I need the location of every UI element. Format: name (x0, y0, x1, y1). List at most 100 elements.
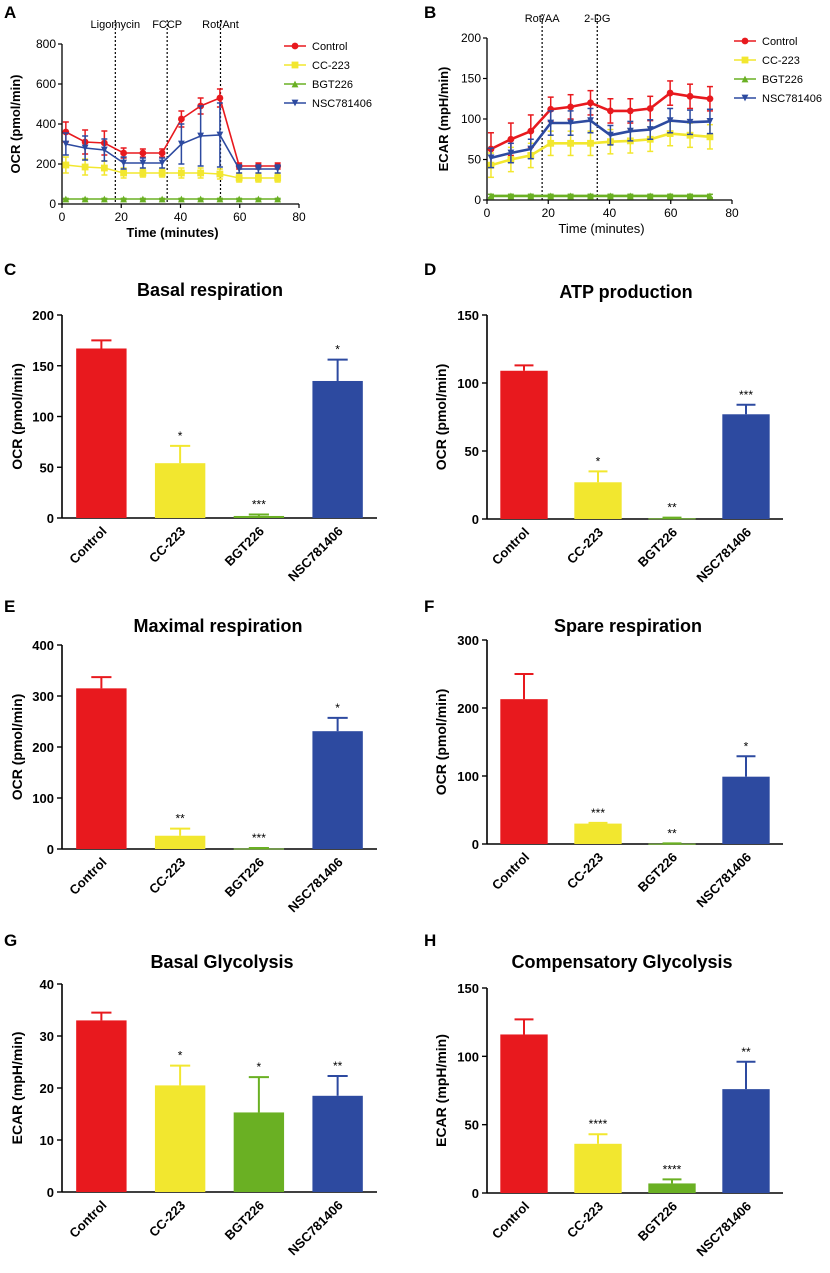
data-point (177, 140, 185, 148)
data-point (626, 127, 634, 135)
data-point (487, 192, 495, 200)
chart-title: Basal Glycolysis (150, 952, 293, 972)
data-point (120, 149, 128, 157)
significance-label: * (178, 1049, 183, 1063)
y-tick-label: 50 (465, 1118, 479, 1133)
y-tick-label: 150 (457, 981, 479, 996)
data-point (646, 105, 654, 112)
legend-label: BGT226 (312, 79, 353, 91)
data-point (646, 192, 654, 200)
x-tick-label: 20 (115, 210, 129, 224)
legend-label: NSC781406 (762, 93, 822, 105)
category-label: CC-223 (146, 855, 188, 897)
y-tick-label: 0 (472, 512, 479, 527)
x-tick-label: 80 (725, 206, 739, 220)
y-tick-label: 200 (32, 740, 54, 755)
data-point (666, 89, 674, 97)
data-point (235, 165, 243, 173)
data-point (587, 139, 594, 147)
event-label: FCCP (152, 19, 182, 31)
series-bgt226 (487, 192, 714, 200)
y-tick-label: 400 (32, 638, 54, 653)
data-point (158, 195, 166, 203)
category-label: BGT226 (222, 1198, 267, 1243)
category-label: NSC781406 (285, 855, 346, 916)
bar-nsc781406 (722, 414, 770, 519)
significance-label: * (335, 343, 340, 357)
bar-control (500, 1034, 548, 1193)
data-point (120, 195, 128, 203)
data-point (139, 159, 147, 167)
bar-nsc781406 (312, 731, 363, 849)
data-point (81, 195, 89, 203)
y-tick-label: 0 (47, 511, 54, 526)
bar-nsc781406 (312, 1095, 363, 1192)
data-point (62, 195, 70, 203)
panel-letter: G (4, 931, 17, 950)
data-point (255, 195, 262, 203)
y-tick-label: 40 (40, 977, 54, 992)
category-label: BGT226 (222, 524, 267, 569)
significance-label: *** (739, 388, 753, 402)
data-point (81, 144, 89, 152)
category-label: Control (489, 525, 532, 568)
panel-letter: A (4, 3, 16, 22)
category-label: BGT226 (635, 850, 680, 895)
y-tick-label: 0 (472, 1186, 479, 1201)
bar-cc-223 (154, 835, 206, 849)
category-label: Control (66, 1198, 109, 1241)
bar-nsc781406 (722, 776, 770, 844)
y-tick-label: 0 (47, 842, 54, 857)
panel-letter: C (4, 260, 16, 279)
significance-label: *** (252, 831, 266, 845)
category-label: Control (66, 524, 109, 567)
legend-label: BGT226 (762, 74, 803, 86)
panel-c: C Basal respiration 0 50 100 150 200 OCR (pmol/… (4, 260, 377, 584)
y-tick-label: 100 (457, 769, 479, 784)
event-label: Ligomycin (91, 19, 141, 31)
data-point (607, 107, 614, 115)
y-axis-label: OCR (pmol/min) (8, 75, 23, 174)
legend-marker (291, 61, 299, 69)
y-tick-label: 0 (47, 1185, 54, 1200)
bar-cc-223 (574, 1143, 622, 1193)
x-tick-label: 40 (603, 206, 617, 220)
data-point (81, 163, 89, 171)
y-tick-label: 50 (40, 460, 54, 475)
data-point (216, 195, 224, 203)
data-point (527, 192, 535, 200)
data-point (527, 127, 535, 135)
panel-a: A 0 200 400 600 800 0 20 40 60 80 Time (minutes) OCR… (4, 3, 372, 240)
data-point (139, 149, 147, 157)
bar-control (76, 348, 127, 518)
category-label: BGT226 (222, 855, 267, 900)
data-point (100, 195, 108, 203)
bar-bgt226 (233, 1112, 285, 1192)
category-label: NSC781406 (693, 850, 754, 911)
chart-title: Maximal respiration (133, 616, 302, 636)
significance-label: * (178, 429, 183, 443)
data-point (216, 94, 224, 102)
y-axis-label: OCR (pmol/min) (433, 364, 449, 471)
y-tick-label: 400 (36, 117, 56, 131)
y-axis-label: ECAR (mpH/min) (433, 1034, 449, 1147)
panel-f: F Spare respiration 0 100 200 300 OCR (pmol/mi… (424, 597, 783, 910)
legend-label: CC-223 (762, 55, 800, 67)
category-label: CC-223 (564, 850, 606, 892)
y-tick-label: 200 (457, 701, 479, 716)
legend-label: CC-223 (312, 60, 350, 72)
x-tick-label: 0 (484, 206, 491, 220)
panel-e: E Maximal respiration 0 100 200 300 400 OCR (pm… (4, 597, 377, 915)
y-tick-label: 200 (32, 308, 54, 323)
data-point (120, 159, 128, 167)
y-axis-label: OCR (pmol/min) (9, 363, 25, 470)
data-point (139, 195, 147, 203)
category-label: Control (66, 855, 109, 898)
panel-g: G Basal Glycolysis 0 10 20 30 40 ECAR (mpH/min)… (4, 931, 377, 1258)
panel-letter: E (4, 597, 15, 616)
series-line (65, 96, 278, 167)
data-point (100, 164, 108, 172)
data-point (507, 192, 515, 200)
y-tick-label: 150 (457, 308, 479, 323)
